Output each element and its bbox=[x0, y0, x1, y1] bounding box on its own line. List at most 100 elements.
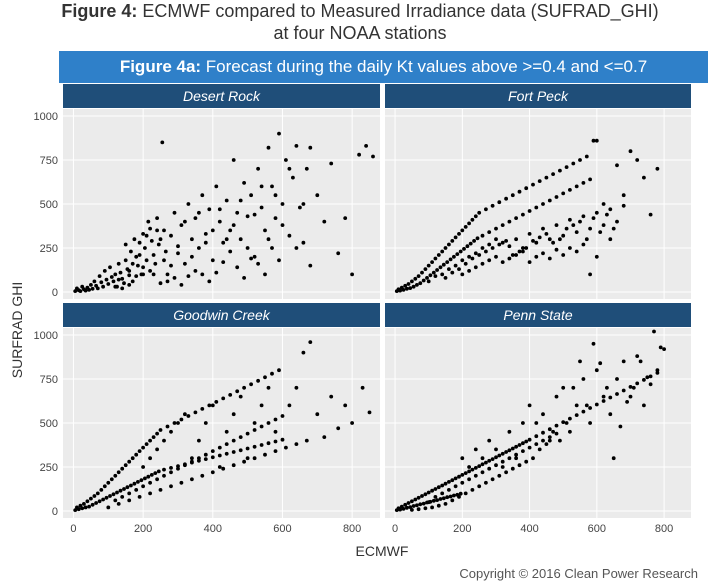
data-point bbox=[245, 456, 250, 461]
data-point bbox=[507, 256, 512, 261]
data-point bbox=[179, 417, 184, 422]
data-point bbox=[197, 438, 201, 443]
data-point bbox=[457, 495, 461, 499]
data-point bbox=[484, 207, 488, 212]
data-point bbox=[551, 172, 555, 177]
data-point bbox=[203, 421, 208, 425]
data-point bbox=[301, 350, 306, 355]
data-point bbox=[238, 435, 243, 439]
data-point bbox=[648, 382, 653, 387]
data-point bbox=[179, 480, 184, 485]
data-point bbox=[631, 385, 636, 390]
data-point bbox=[571, 223, 576, 228]
data-point bbox=[210, 455, 215, 460]
data-point bbox=[125, 485, 130, 490]
data-point bbox=[270, 246, 274, 250]
data-point bbox=[163, 249, 168, 254]
data-point bbox=[155, 431, 160, 436]
data-point bbox=[169, 484, 173, 489]
data-point bbox=[259, 403, 264, 408]
data-point bbox=[82, 502, 86, 506]
data-point bbox=[183, 463, 187, 468]
data-point bbox=[304, 166, 309, 171]
data-point bbox=[431, 270, 436, 275]
data-point bbox=[588, 226, 592, 231]
data-point bbox=[190, 254, 194, 259]
data-point bbox=[490, 203, 495, 208]
data-point bbox=[118, 270, 123, 275]
data-point bbox=[221, 466, 226, 471]
data-point bbox=[494, 226, 498, 231]
data-point bbox=[635, 158, 640, 162]
data-point bbox=[207, 403, 212, 408]
data-point bbox=[635, 381, 640, 386]
data-point bbox=[547, 435, 552, 439]
data-point bbox=[287, 166, 292, 171]
data-point bbox=[116, 261, 121, 266]
data-point bbox=[584, 403, 589, 408]
data-point bbox=[494, 455, 498, 460]
data-point bbox=[148, 491, 153, 496]
data-point bbox=[500, 240, 505, 245]
data-point bbox=[440, 483, 445, 488]
data-point bbox=[534, 240, 539, 245]
data-point bbox=[301, 202, 306, 206]
x-tick-label: 0 bbox=[70, 523, 76, 535]
data-point bbox=[242, 459, 247, 464]
data-point bbox=[217, 207, 222, 212]
data-point bbox=[277, 131, 281, 136]
data-point bbox=[541, 226, 545, 231]
data-point bbox=[136, 263, 140, 268]
data-point bbox=[463, 471, 468, 475]
data-point bbox=[490, 477, 495, 482]
data-point bbox=[470, 217, 475, 222]
data-point bbox=[494, 463, 498, 468]
data-point bbox=[398, 288, 402, 293]
data-point bbox=[628, 385, 633, 389]
x-tick-label: 400 bbox=[520, 523, 538, 535]
data-point bbox=[484, 480, 488, 485]
data-point bbox=[514, 253, 518, 257]
data-point bbox=[648, 212, 653, 217]
data-point bbox=[169, 263, 173, 268]
data-point bbox=[504, 239, 508, 243]
data-point bbox=[558, 168, 562, 173]
data-point bbox=[106, 282, 111, 286]
data-point bbox=[455, 252, 460, 256]
data-point bbox=[235, 265, 240, 270]
y-tick-label: 1000 bbox=[34, 111, 58, 123]
data-point bbox=[558, 237, 562, 242]
data-point bbox=[487, 230, 492, 235]
data-point bbox=[183, 219, 187, 224]
data-point bbox=[584, 237, 589, 242]
data-point bbox=[127, 283, 132, 287]
x-tick-label: 0 bbox=[392, 523, 398, 535]
data-point bbox=[527, 260, 532, 264]
facet-strip-label: Penn State bbox=[503, 307, 572, 323]
y-tick-label: 500 bbox=[40, 418, 58, 430]
data-point bbox=[568, 429, 572, 434]
data-point bbox=[151, 435, 156, 439]
data-point bbox=[551, 429, 555, 434]
data-point bbox=[561, 253, 566, 257]
data-point bbox=[137, 253, 142, 257]
data-point bbox=[249, 256, 254, 261]
data-point bbox=[445, 260, 450, 264]
data-point bbox=[190, 456, 194, 461]
data-point bbox=[588, 272, 592, 277]
data-point bbox=[510, 193, 515, 198]
data-point bbox=[421, 501, 426, 506]
data-point bbox=[450, 239, 455, 243]
data-point bbox=[172, 210, 177, 215]
data-point bbox=[193, 269, 198, 273]
data-point bbox=[143, 246, 147, 250]
data-point bbox=[571, 385, 576, 390]
data-point bbox=[228, 249, 233, 254]
data-point bbox=[443, 502, 448, 506]
data-point bbox=[130, 279, 135, 284]
data-point bbox=[457, 267, 461, 271]
facet-strip-label: Goodwin Creek bbox=[173, 307, 270, 323]
data-point bbox=[277, 368, 281, 373]
data-point bbox=[398, 507, 402, 512]
